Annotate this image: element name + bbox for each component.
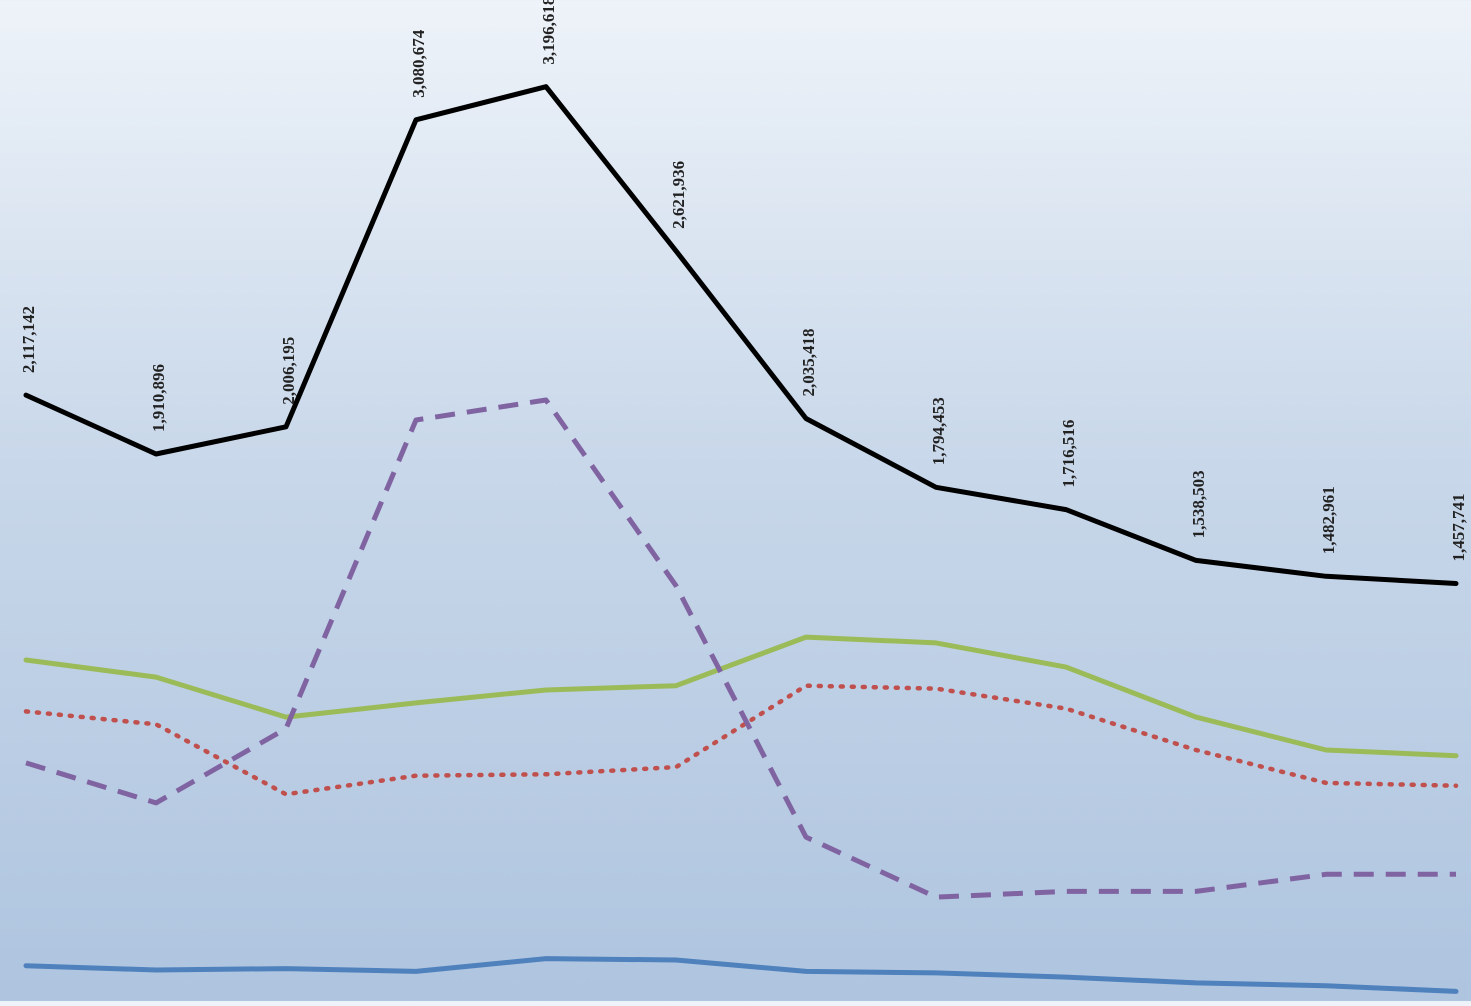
data-label-total-3: 3,080,674 [409, 29, 428, 98]
series-line-series-dashed [25, 397, 1456, 900]
series-line-total [23, 84, 1459, 586]
data-label-total-11: 1,457,741 [1449, 494, 1468, 562]
data-label-total-5: 2,621,936 [669, 161, 688, 229]
data-label-total-7: 1,794,453 [929, 397, 948, 465]
data-label-total-10: 1,482,961 [1319, 486, 1338, 554]
data-label-total-8: 1,716,516 [1059, 420, 1078, 488]
data-label-total-1: 1,910,896 [149, 364, 168, 432]
series-lines [23, 84, 1459, 994]
data-labels: 2,117,142 1,910,896 2,006,195 3,080,674 3,19… [19, 0, 1468, 562]
data-label-total-2: 2,006,195 [279, 337, 298, 405]
data-label-total-6: 2,035,418 [799, 328, 818, 396]
data-label-total-4: 3,196,618 [539, 0, 558, 65]
series-line-series-green [23, 634, 1459, 759]
data-label-total-9: 1,538,503 [1189, 470, 1208, 538]
data-label-total-0: 2,117,142 [19, 306, 38, 373]
series-line-series-dotted [23, 683, 1459, 797]
series-line-series-blue [23, 956, 1459, 994]
